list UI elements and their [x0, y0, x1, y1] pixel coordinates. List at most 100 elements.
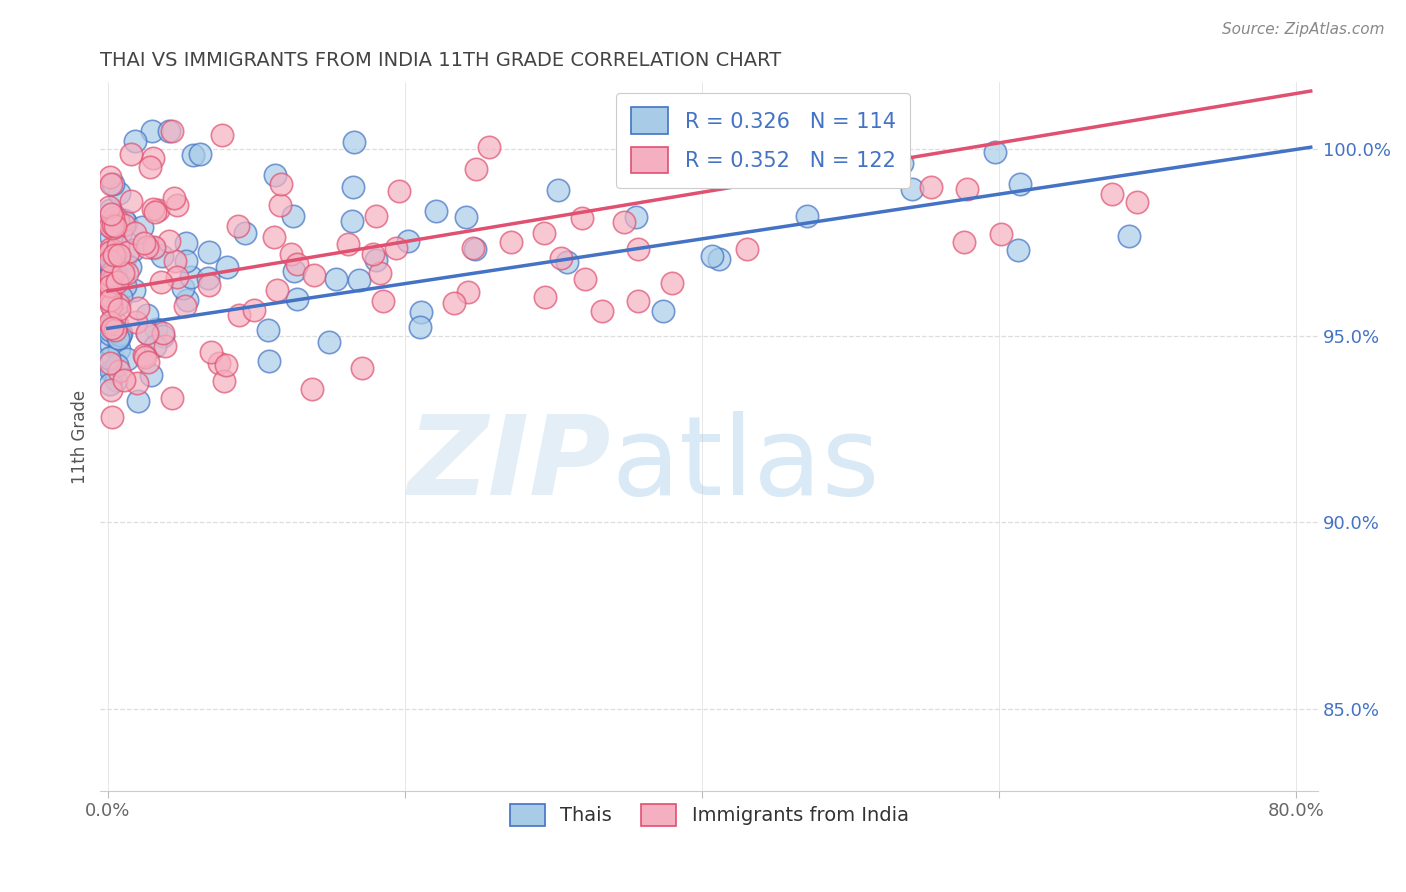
Point — [285, 257, 308, 271]
Point — [347, 273, 370, 287]
Point — [256, 323, 278, 337]
Point — [890, 156, 912, 170]
Point — [157, 124, 180, 138]
Point — [103, 218, 125, 232]
Point — [100, 268, 122, 283]
Point — [103, 290, 125, 304]
Point — [98, 219, 121, 234]
Point — [257, 353, 280, 368]
Point — [142, 151, 165, 165]
Point — [101, 268, 124, 283]
Point — [555, 255, 578, 269]
Point — [707, 252, 730, 267]
Point — [112, 373, 135, 387]
Point — [574, 272, 596, 286]
Point — [198, 278, 221, 293]
Point — [100, 249, 122, 263]
Point — [98, 256, 121, 270]
Point — [343, 135, 366, 149]
Point — [550, 251, 572, 265]
Text: Source: ZipAtlas.com: Source: ZipAtlas.com — [1222, 22, 1385, 37]
Point — [107, 239, 129, 253]
Point — [956, 182, 979, 196]
Point — [98, 244, 121, 259]
Point — [200, 344, 222, 359]
Point — [105, 359, 128, 373]
Point — [761, 133, 783, 147]
Point — [98, 170, 121, 185]
Point — [174, 235, 197, 250]
Point — [283, 263, 305, 277]
Point — [98, 351, 121, 365]
Point — [318, 334, 340, 349]
Point — [150, 275, 173, 289]
Point — [98, 259, 121, 273]
Point — [100, 230, 122, 244]
Point — [661, 276, 683, 290]
Point — [456, 210, 478, 224]
Point — [108, 364, 131, 378]
Point — [280, 246, 302, 260]
Point — [122, 243, 145, 257]
Point — [107, 214, 129, 228]
Point — [101, 243, 124, 257]
Point — [325, 271, 347, 285]
Point — [152, 326, 174, 340]
Point — [100, 338, 122, 352]
Point — [98, 319, 121, 334]
Point — [117, 266, 139, 280]
Point — [269, 197, 291, 211]
Point — [101, 321, 124, 335]
Point — [100, 364, 122, 378]
Point — [153, 339, 176, 353]
Point — [103, 271, 125, 285]
Point — [425, 204, 447, 219]
Point — [652, 303, 675, 318]
Point — [98, 245, 121, 260]
Point — [157, 234, 180, 248]
Point — [103, 244, 125, 259]
Point — [108, 342, 131, 356]
Point — [920, 179, 942, 194]
Point — [150, 249, 173, 263]
Point — [124, 134, 146, 148]
Point — [104, 323, 127, 337]
Point — [143, 240, 166, 254]
Point — [181, 148, 204, 162]
Point — [180, 270, 202, 285]
Point — [215, 260, 238, 275]
Point — [101, 365, 124, 379]
Point — [98, 253, 121, 268]
Point — [146, 202, 169, 217]
Point — [117, 244, 139, 259]
Point — [352, 361, 374, 376]
Point — [176, 293, 198, 308]
Point — [270, 177, 292, 191]
Point — [105, 275, 128, 289]
Point — [122, 284, 145, 298]
Point — [1010, 177, 1032, 191]
Point — [114, 216, 136, 230]
Point — [457, 285, 479, 300]
Point — [107, 258, 129, 272]
Point — [101, 349, 124, 363]
Point — [409, 319, 432, 334]
Point — [735, 243, 758, 257]
Point — [98, 277, 121, 292]
Point — [108, 328, 131, 343]
Point — [613, 215, 636, 229]
Point — [136, 308, 159, 322]
Point — [98, 294, 121, 309]
Point — [98, 289, 121, 303]
Point — [166, 198, 188, 212]
Point — [110, 326, 132, 340]
Point — [98, 278, 121, 293]
Point — [342, 180, 364, 194]
Point — [388, 184, 411, 198]
Point — [226, 219, 249, 233]
Point — [135, 326, 157, 341]
Point — [125, 315, 148, 329]
Point — [160, 124, 183, 138]
Point — [228, 308, 250, 322]
Point — [98, 256, 121, 270]
